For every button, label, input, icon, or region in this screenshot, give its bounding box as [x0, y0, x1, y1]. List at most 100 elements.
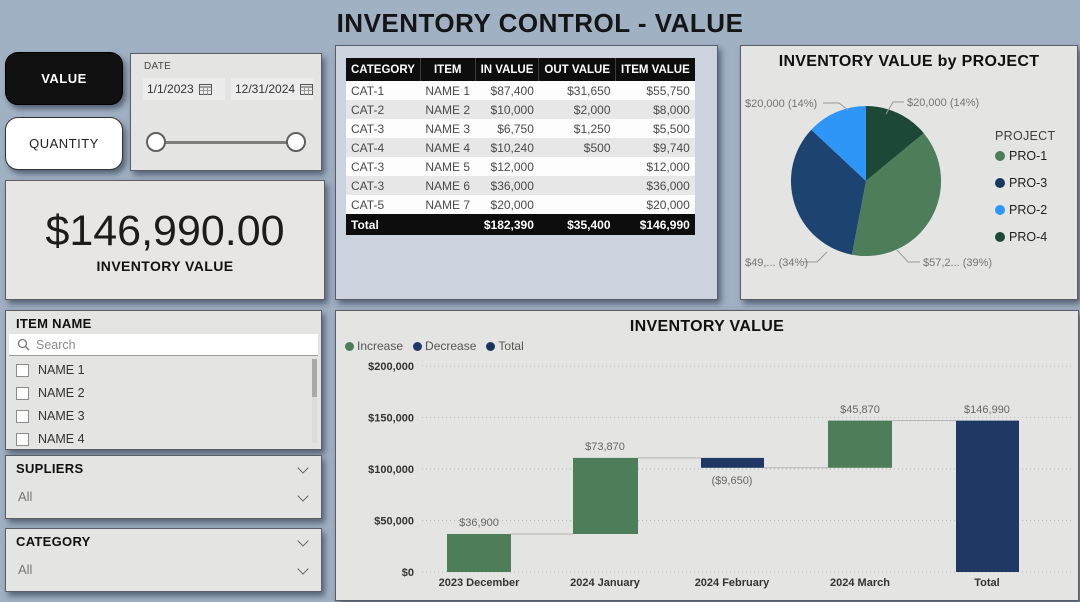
table-row[interactable]: CAT-3 NAME 6 $36,000 $36,000 — [346, 176, 695, 195]
chevron-down-icon[interactable] — [297, 462, 309, 474]
date-range-slider-track[interactable] — [158, 141, 294, 144]
bar-total[interactable] — [956, 420, 1019, 572]
item-option-label: NAME 2 — [38, 386, 85, 400]
chevron-down-icon[interactable] — [297, 563, 309, 575]
quantity-toggle-label: QUANTITY — [29, 136, 99, 151]
item-search-box[interactable] — [9, 334, 318, 356]
suppliers-slicer-title: SUPLIERS — [16, 461, 84, 476]
item-option-name4[interactable]: NAME 4 — [16, 429, 85, 449]
cell-category: CAT-4 — [346, 138, 421, 157]
table-row[interactable]: CAT-2 NAME 2 $10,000 $2,000 $8,000 — [346, 100, 695, 119]
waterfall-legend: Increase Decrease Total — [345, 339, 524, 353]
cell-item-value: $5,500 — [615, 119, 695, 138]
legend-item-decrease[interactable]: Decrease — [413, 339, 476, 353]
legend-dot — [486, 341, 496, 351]
legend-dot — [995, 232, 1005, 242]
legend-dot — [995, 178, 1005, 188]
legend-label: PRO-1 — [1009, 149, 1048, 163]
chevron-down-icon[interactable] — [297, 535, 309, 547]
checkbox-icon[interactable] — [16, 363, 29, 377]
pie-slice-pro3[interactable] — [790, 129, 866, 255]
cell-item-value: $55,750 — [615, 81, 695, 100]
value-toggle-button[interactable]: VALUE — [5, 52, 123, 105]
pie-legend: PROJECT PRO-1 PRO-3 PRO-2 PRO-4 — [995, 129, 1055, 257]
leader-line — [803, 251, 828, 263]
cell-in-value: $20,000 — [475, 195, 539, 214]
total-in-value: $182,390 — [475, 214, 539, 235]
bar-2023-december[interactable] — [447, 534, 511, 572]
suppliers-selected-value[interactable]: All — [18, 489, 33, 504]
table-row[interactable]: CAT-5 NAME 7 $20,000 $20,000 — [346, 195, 695, 214]
y-tick: $200,000 — [368, 361, 414, 373]
item-search-input[interactable] — [36, 337, 276, 352]
category-slicer: CATEGORY All — [5, 528, 322, 592]
kpi-label: INVENTORY VALUE — [96, 257, 234, 274]
legend-item-total[interactable]: Total — [486, 339, 524, 353]
cell-item: NAME 3 — [420, 119, 476, 138]
column-header[interactable]: IN VALUE — [474, 58, 539, 81]
calendar-icon[interactable] — [300, 83, 314, 95]
table-row[interactable]: CAT-4 NAME 4 $10,240 $500 $9,740 — [346, 138, 695, 157]
table-row[interactable]: CAT-3 NAME 3 $6,750 $1,250 $5,500 — [346, 119, 695, 138]
pie-slice-pro2[interactable] — [811, 106, 866, 181]
item-option-name3[interactable]: NAME 3 — [16, 406, 85, 426]
date-slider-handle-end[interactable] — [286, 132, 306, 152]
cell-in-value: $10,240 — [475, 138, 539, 157]
cell-category: CAT-3 — [346, 119, 421, 138]
cell-item: NAME 4 — [420, 138, 476, 157]
legend-dot — [413, 341, 423, 351]
legend-item-pro3[interactable]: PRO-3 — [995, 176, 1055, 190]
date-start-input[interactable]: 1/1/2023 — [143, 78, 225, 100]
checkbox-icon[interactable] — [16, 409, 29, 423]
calendar-icon[interactable] — [198, 83, 212, 95]
table-row[interactable]: CAT-3 NAME 5 $12,000 $12,000 — [346, 157, 695, 176]
date-slider-handle-start[interactable] — [146, 132, 166, 152]
legend-item-pro4[interactable]: PRO-4 — [995, 230, 1055, 244]
checkbox-icon[interactable] — [16, 386, 29, 400]
legend-dot — [995, 151, 1005, 161]
cell-out-value — [538, 157, 616, 176]
column-header[interactable]: ITEM — [419, 58, 476, 81]
category-selected-value[interactable]: All — [18, 562, 33, 577]
cell-item-value: $20,000 — [615, 195, 695, 214]
waterfall-chart-title: INVENTORY VALUE — [629, 318, 785, 335]
table-row[interactable]: CAT-1 NAME 1 $87,400 $31,650 $55,750 — [346, 81, 695, 100]
date-slicer-title: DATE — [144, 61, 172, 72]
pie-slice-pro1[interactable] — [851, 133, 942, 257]
item-option-label: NAME 4 — [38, 432, 85, 446]
cell-item-value: $36,000 — [615, 176, 695, 195]
search-icon — [17, 338, 30, 351]
date-end-input[interactable]: 12/31/2024 — [231, 78, 314, 100]
checkbox-icon[interactable] — [16, 432, 29, 446]
legend-item-increase[interactable]: Increase — [345, 339, 403, 353]
legend-item-pro2[interactable]: PRO-2 — [995, 203, 1055, 217]
bar-2024-january[interactable] — [573, 457, 638, 534]
legend-item-pro1[interactable]: PRO-1 — [995, 149, 1055, 163]
column-header[interactable]: CATEGORY — [346, 58, 421, 81]
cell-in-value: $36,000 — [475, 176, 539, 195]
cell-in-value: $6,750 — [475, 119, 539, 138]
scrollbar-thumb[interactable] — [312, 359, 317, 397]
item-option-label: NAME 1 — [38, 363, 85, 377]
waterfall-chart-panel: INVENTORY VALUE Increase Decrease Total … — [335, 310, 1079, 601]
bar-2024-february[interactable] — [701, 457, 764, 468]
y-tick: $50,000 — [374, 516, 414, 528]
column-header[interactable]: OUT VALUE — [538, 58, 616, 81]
pie-label-pro4: $20,000 (14%) — [907, 97, 979, 109]
inventory-table-panel: CATEGORY ITEM IN VALUE OUT VALUE ITEM VA… — [335, 45, 718, 300]
pie-slice-pro4[interactable] — [866, 106, 924, 181]
cell-out-value — [538, 176, 616, 195]
item-list-scrollbar[interactable] — [312, 359, 317, 443]
bar-value-label: $45,870 — [840, 404, 880, 416]
waterfall-chart: $0 $50,000 $100,000 $150,000 $200,000 $3… — [368, 361, 1072, 589]
page-title: INVENTORY CONTROL - VALUE — [336, 8, 744, 38]
bar-2024-march[interactable] — [828, 420, 892, 468]
cell-item-value: $8,000 — [615, 100, 695, 119]
x-tick: Total — [974, 577, 999, 589]
item-option-name1[interactable]: NAME 1 — [16, 360, 85, 380]
column-header[interactable]: ITEM VALUE — [614, 58, 695, 81]
quantity-toggle-button[interactable]: QUANTITY — [5, 117, 123, 170]
table-header-row: CATEGORY ITEM IN VALUE OUT VALUE ITEM VA… — [346, 58, 695, 81]
item-option-name2[interactable]: NAME 2 — [16, 383, 85, 403]
chevron-down-icon[interactable] — [297, 490, 309, 502]
